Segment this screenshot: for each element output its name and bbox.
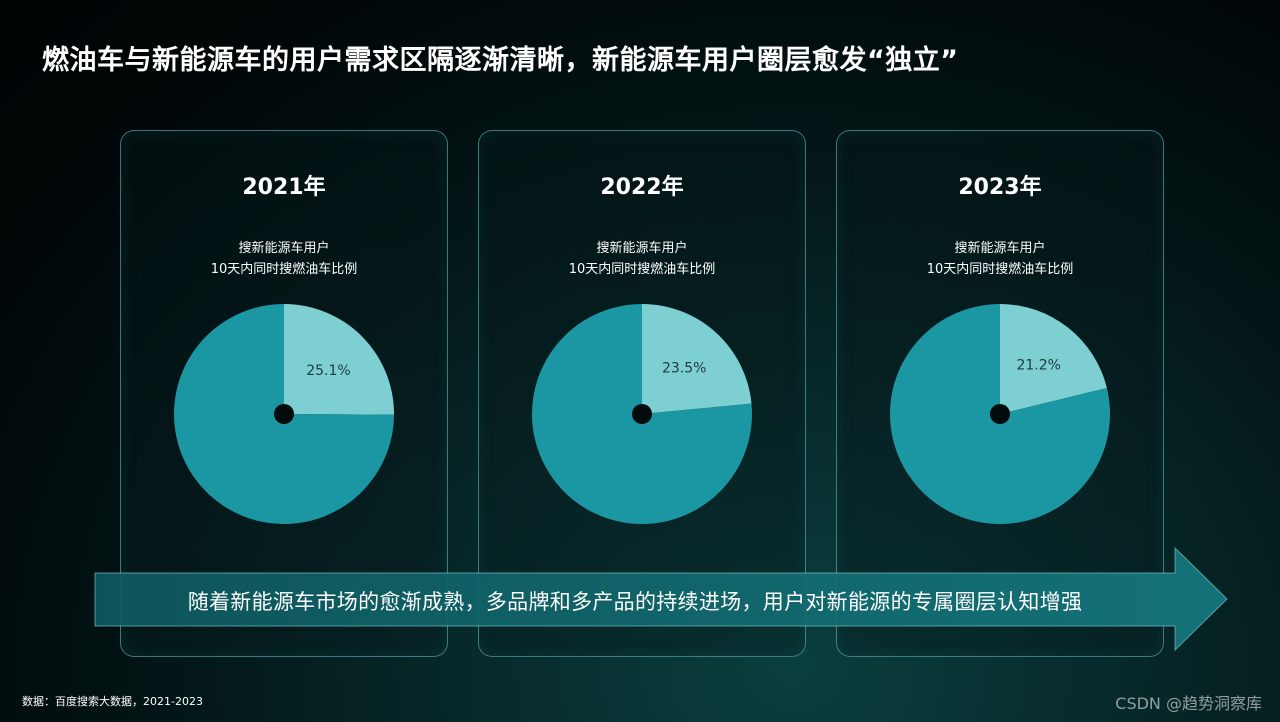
chart-subtitle-line1: 搜新能源车用户 <box>954 241 1046 256</box>
pie-chart: 25.1% <box>173 304 394 524</box>
pie-slice-label: 25.1% <box>306 363 350 379</box>
chart-subtitle-line1: 搜新能源车用户 <box>596 241 688 256</box>
chart-card-2021: 2021年 搜新能源车用户 10天内同时搜燃油车比例 25.1% <box>120 130 448 657</box>
chart-title: 2021年 <box>242 175 326 200</box>
pie-slice <box>642 304 752 414</box>
pie-slice <box>284 304 394 415</box>
chart-card-2023: 2023年 搜新能源车用户 10天内同时搜燃油车比例 21.2% <box>836 130 1164 657</box>
chart-title: 2022年 <box>600 175 684 200</box>
pie-chart: 23.5% <box>532 304 752 524</box>
watermark: CSDN @趋势洞察库 <box>1115 694 1262 713</box>
pie-center-dot <box>990 404 1010 424</box>
chart-title: 2023年 <box>958 175 1042 200</box>
chart-subtitle-line2: 10天内同时搜燃油车比例 <box>210 262 358 277</box>
pie-chart: 21.2% <box>890 304 1110 524</box>
banner-text: 随着新能源车市场的愈渐成熟，多品牌和多产品的持续进场，用户对新能源的专属圈层认知… <box>187 590 1083 614</box>
chart-subtitle-line2: 10天内同时搜燃油车比例 <box>568 262 716 277</box>
chart-subtitle-line2: 10天内同时搜燃油车比例 <box>926 262 1074 277</box>
pie-slice-label: 23.5% <box>662 361 706 377</box>
source-note: 数据：百度搜索大数据，2021-2023 <box>22 695 203 708</box>
page-title: 燃油车与新能源车的用户需求区隔逐渐清晰，新能源车用户圈层愈发“独立” <box>42 45 959 76</box>
pie-center-dot <box>274 404 294 424</box>
pie-center-dot <box>632 404 652 424</box>
pie-slice <box>1000 304 1107 414</box>
chart-subtitle-line1: 搜新能源车用户 <box>238 241 330 256</box>
pie-slice-label: 21.2% <box>1016 358 1060 374</box>
chart-card-2022: 2022年 搜新能源车用户 10天内同时搜燃油车比例 23.5% <box>478 130 806 657</box>
